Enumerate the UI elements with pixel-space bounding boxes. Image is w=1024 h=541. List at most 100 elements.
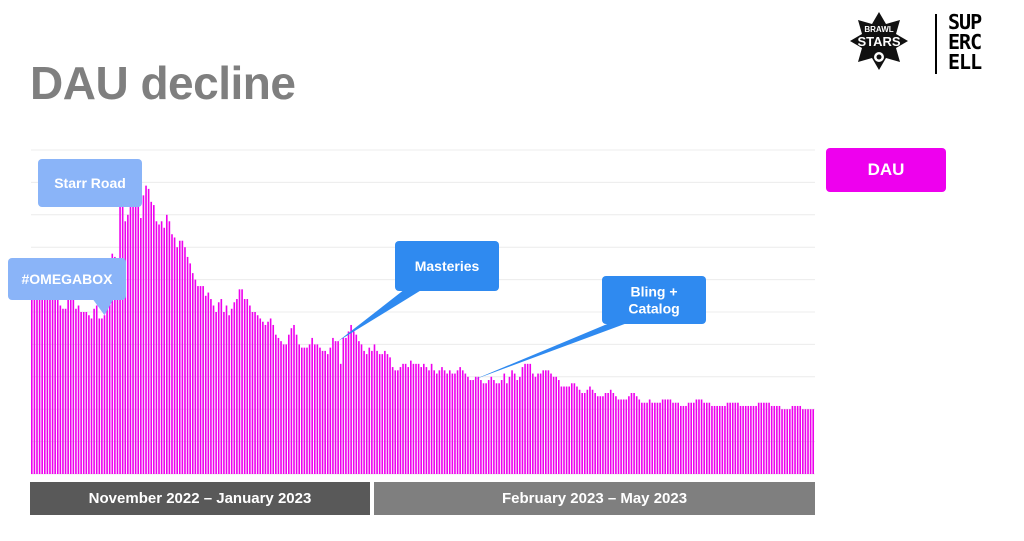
bar [360, 344, 363, 474]
bar [67, 295, 69, 474]
bar [238, 289, 241, 474]
bar [705, 402, 708, 474]
bar [350, 324, 352, 474]
bar [184, 247, 186, 474]
bar [93, 308, 95, 474]
bar [757, 402, 760, 474]
supercell-line: SUP [948, 10, 982, 34]
bar [609, 389, 612, 474]
bar [729, 402, 731, 474]
bar [254, 312, 256, 474]
bar [345, 337, 347, 474]
brawl-stars-line2: STARS [857, 34, 900, 49]
bar [404, 363, 407, 474]
bar [56, 299, 59, 474]
bar-series [31, 185, 815, 475]
legend-dau-badge: DAU [826, 148, 946, 192]
bar [682, 405, 685, 474]
bar [560, 386, 563, 474]
bar [202, 286, 204, 474]
bar [399, 367, 402, 474]
callout-box [8, 258, 126, 300]
bar [262, 321, 264, 474]
bar [210, 299, 212, 474]
bar [391, 367, 394, 474]
bar [812, 409, 815, 474]
bar [464, 373, 467, 474]
bar [446, 373, 448, 474]
bar [298, 344, 300, 474]
bar [750, 405, 752, 474]
bar [420, 367, 423, 474]
bar [581, 393, 583, 474]
bar [648, 399, 651, 474]
callout-label: Starr Road [54, 175, 126, 191]
callout-label: Masteries [415, 258, 480, 274]
bar [661, 399, 664, 474]
bar [417, 363, 420, 474]
bar [368, 347, 371, 474]
bar [38, 289, 41, 474]
bar [147, 188, 150, 474]
bar [615, 396, 617, 474]
bar [589, 386, 591, 474]
bar [602, 396, 604, 474]
bar [85, 312, 88, 474]
bar [127, 214, 129, 475]
bar [557, 380, 560, 474]
bar [568, 386, 570, 474]
bar [612, 393, 615, 474]
bar [33, 292, 36, 474]
bar [664, 399, 667, 474]
bar [708, 402, 711, 474]
bar [41, 279, 43, 474]
bar [482, 383, 485, 474]
bar [654, 402, 656, 474]
bar [98, 318, 101, 474]
bar [495, 383, 498, 474]
bar [500, 380, 503, 474]
bar [441, 367, 443, 474]
bar [155, 221, 158, 474]
supercell-line: ERC [948, 30, 982, 54]
bar [223, 312, 225, 474]
bar [807, 409, 809, 474]
bar [563, 386, 565, 474]
bar [378, 354, 381, 474]
bar [215, 312, 217, 474]
bar [778, 405, 781, 474]
bar [77, 305, 80, 474]
bar [95, 305, 98, 474]
bar [189, 263, 191, 474]
bar [731, 402, 734, 474]
bar [461, 370, 464, 474]
bar [194, 279, 197, 474]
logos: BRAWL STARS SUP ERC ELL [848, 10, 1024, 76]
bar [191, 273, 194, 474]
bar [539, 373, 542, 474]
bar [423, 363, 425, 474]
bar [376, 350, 378, 474]
bar [537, 373, 539, 474]
bar [783, 409, 786, 474]
bar [576, 386, 578, 474]
bar [607, 393, 609, 474]
supercell-line: ELL [948, 50, 982, 74]
bar [329, 347, 332, 474]
bar [472, 380, 474, 474]
bar [734, 402, 737, 474]
callout-box [602, 276, 706, 324]
bar [459, 367, 461, 474]
bar [228, 315, 230, 474]
bar [519, 376, 521, 474]
bar [280, 341, 282, 474]
bar [230, 308, 233, 474]
bar [480, 380, 482, 474]
bar [246, 299, 249, 474]
bar [454, 373, 456, 474]
bar [477, 376, 480, 474]
bar [269, 318, 272, 474]
bar [241, 289, 243, 474]
bar [217, 302, 220, 474]
